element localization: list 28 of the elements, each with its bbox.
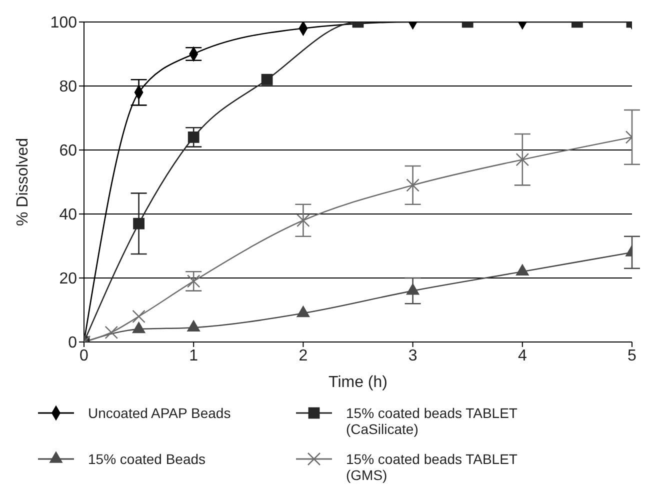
y-tick-label: 20 (59, 270, 78, 288)
x-tick-label: 2 (298, 347, 308, 364)
point (406, 178, 420, 192)
point (516, 264, 530, 276)
legend-label: 15% coated Beads (88, 451, 207, 467)
x-axis-title: Time (h) (328, 374, 388, 391)
y-tick-label: 0 (68, 334, 78, 352)
point (296, 305, 310, 318)
point (296, 214, 310, 228)
y-tick-label: 100 (50, 14, 78, 32)
point (516, 152, 530, 166)
legend-label: 15% coated beads TABLET (CaSilicate) (346, 405, 518, 437)
legend-label: Uncoated APAP Beads (88, 405, 232, 421)
point (133, 218, 144, 230)
legend-label: 15% coated beads TABLET (GMS) (346, 451, 518, 483)
y-axis-title: % Dissolved (14, 138, 32, 226)
x-tick-label: 1 (189, 347, 198, 364)
point (188, 132, 200, 143)
point (186, 320, 200, 332)
x-tick-label: 5 (628, 347, 637, 364)
x-tick-label: 3 (408, 347, 418, 364)
x-tick-label: 4 (518, 347, 527, 364)
point (132, 321, 146, 334)
y-tick-label: 40 (59, 206, 78, 224)
y-tick-label: 60 (59, 142, 78, 160)
x-tick-label: 0 (80, 347, 89, 364)
y-tick-label: 80 (59, 78, 78, 96)
point (406, 282, 420, 295)
